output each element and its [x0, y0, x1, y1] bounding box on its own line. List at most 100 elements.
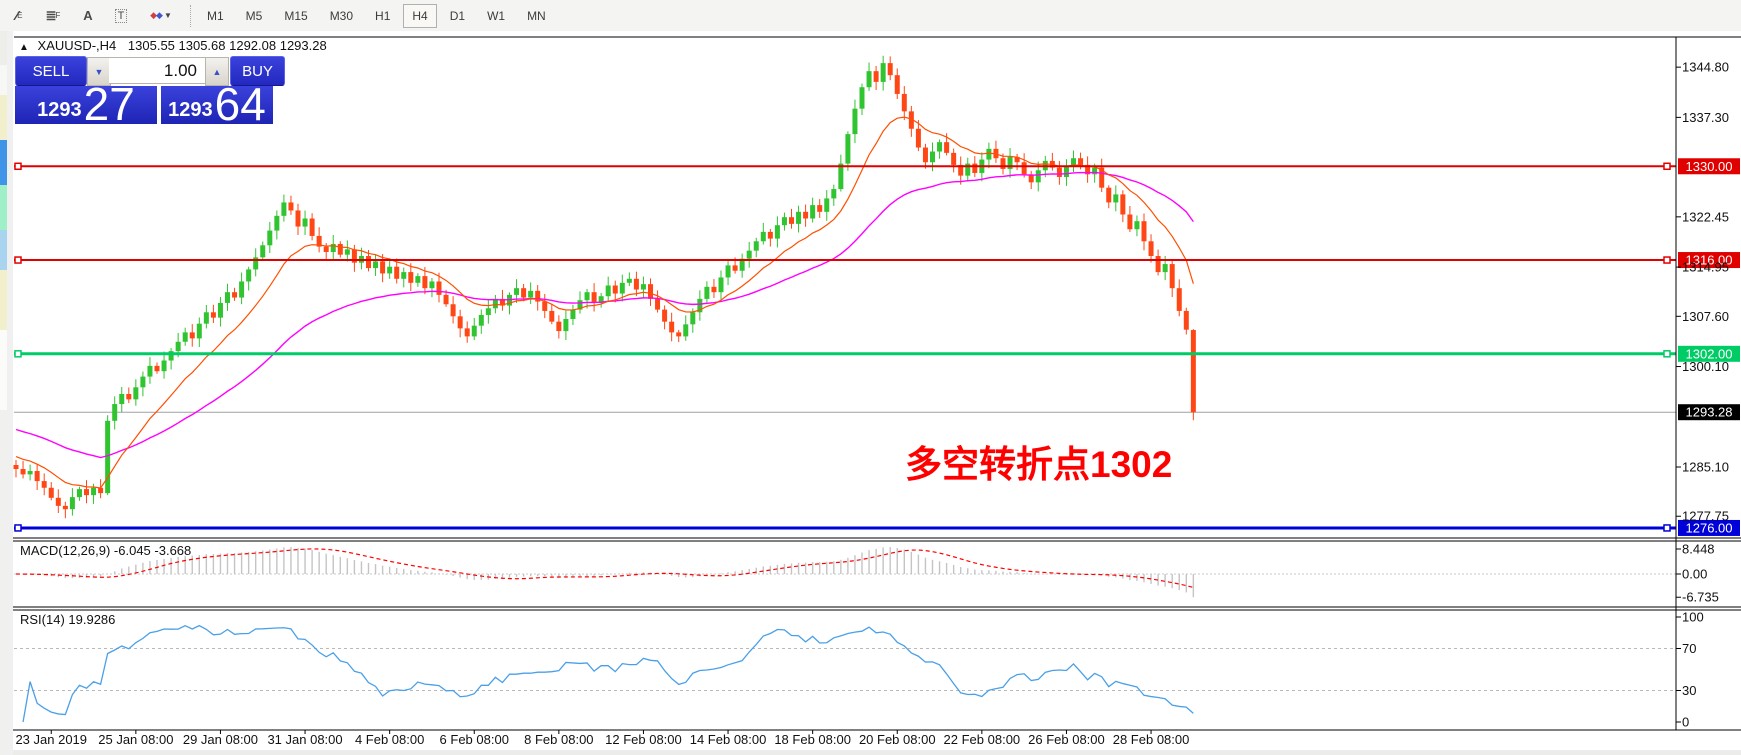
macd-indicator-label: MACD(12,26,9) -6.045 -3.668	[20, 543, 192, 558]
hline-price-label	[1678, 252, 1740, 269]
timeframe-m5[interactable]: M5	[245, 8, 263, 23]
rsi-tick-label: 30	[1682, 683, 1696, 698]
horizontal-line-1276.00[interactable]: 1276.00	[14, 519, 1740, 536]
spin-down-icon: ▼	[94, 66, 104, 77]
time-axis: 23 Jan 2019 25 Jan 08:00 29 Jan 08:00 31 Ja…	[15, 730, 1189, 747]
toolbar-separator	[190, 4, 192, 27]
toolbar: ⁄⁄⁄ E ≣ F A T ◆◆ ▼ M1 M5 M15 M30 H1 H4 D1 W1 MN	[0, 0, 1741, 32]
background-window-fragment	[0, 65, 7, 95]
price-tick-label: 1300.10	[1682, 359, 1729, 374]
chevron-down-icon: ▼	[163, 11, 172, 20]
time-tick-label: 31 Jan 08:00	[267, 732, 342, 747]
svg-text:1330.00: 1330.00	[1686, 159, 1733, 174]
line-handle[interactable]	[14, 256, 22, 264]
timeframe-m15[interactable]: M15	[284, 8, 308, 23]
time-tick-label: 4 Feb 08:00	[355, 732, 424, 747]
text-a-glyph: A	[83, 8, 93, 23]
time-tick-label: 26 Feb 08:00	[1028, 732, 1105, 747]
timeframe-m30[interactable]: M30	[329, 8, 354, 23]
buy-button[interactable]: BUY	[230, 56, 285, 86]
sell-button[interactable]: SELL	[15, 56, 87, 86]
chart-canvas[interactable]: 1330.00 1316.00 1302.00 1276.00 1344.80 1337.…	[13, 31, 1741, 755]
price-tick-label: 1277.75	[1682, 509, 1729, 524]
line-handle[interactable]	[14, 350, 22, 358]
timeframe-m1[interactable]: M1	[207, 8, 224, 23]
volume-decrease-button[interactable]: ▼	[87, 57, 111, 86]
time-tick-label: 22 Feb 08:00	[944, 732, 1021, 747]
line-handle[interactable]	[1663, 524, 1671, 532]
volume-increase-button[interactable]: ▲	[205, 57, 229, 86]
background-window-fragment	[0, 140, 7, 185]
time-tick-label: 8 Feb 08:00	[524, 732, 593, 747]
line-handle[interactable]	[14, 524, 22, 532]
line-handle[interactable]	[1663, 350, 1671, 358]
rsi-tick-label: 0	[1682, 715, 1689, 730]
time-tick-label: 18 Feb 08:00	[774, 732, 851, 747]
macd-tick-label: 0.00	[1682, 567, 1707, 582]
sell-price-pips: 27	[83, 86, 135, 124]
time-tick-label: 6 Feb 08:00	[440, 732, 509, 747]
timeframe-d1[interactable]: D1	[449, 8, 466, 23]
timeframe-mn[interactable]: MN	[527, 8, 546, 23]
candlestick-series	[13, 55, 1196, 519]
rsi-pane: 100 70 30 0	[14, 610, 1704, 730]
background-window-fragment	[0, 31, 7, 65]
rsi-line	[22, 624, 1194, 723]
ma-fast-line	[15, 116, 1194, 489]
background-window-fragment	[0, 185, 7, 230]
price-tick-label: 1344.80	[1682, 60, 1729, 75]
timeframe-h4[interactable]: H4	[403, 3, 437, 28]
fibonacci-glyph: ≣	[45, 7, 57, 23]
line-handle[interactable]	[1663, 162, 1671, 171]
time-tick-label: 28 Feb 08:00	[1113, 732, 1190, 747]
hline-price-label	[1678, 519, 1740, 536]
price-tick-label: 1307.60	[1682, 309, 1729, 324]
macd-signal-line	[15, 548, 1194, 589]
rsi-indicator-label: RSI(14) 19.9286	[20, 612, 116, 627]
one-click-trading-panel: SELL ▼ ▲ BUY 1293 27 1293 64	[14, 55, 286, 155]
symbol-name: XAUUSD-,H4	[37, 38, 117, 53]
arrows-tool-icon[interactable]: ◆◆ ▼	[140, 3, 182, 29]
macd-pane: 8.448 0.00 -6.735	[14, 541, 1719, 607]
macd-tick-label: -6.735	[1682, 590, 1719, 605]
volume-input[interactable]	[109, 57, 205, 84]
svg-text:1276.00: 1276.00	[1686, 520, 1733, 535]
symbol-marker-icon: ▲	[19, 42, 29, 53]
time-tick-label: 23 Jan 2019	[15, 732, 87, 747]
line-handle[interactable]	[1663, 256, 1671, 264]
chart-window: 1330.00 1316.00 1302.00 1276.00 1344.80 1337.…	[13, 31, 1741, 755]
equidistant-channel-icon[interactable]: ⁄⁄⁄ E	[15, 8, 23, 23]
arrows-glyph: ◆◆	[150, 10, 163, 20]
timeframe-h1[interactable]: H1	[375, 8, 391, 23]
macd-tick-label: 8.448	[1682, 542, 1715, 557]
price-tick-label: 1337.30	[1682, 110, 1729, 125]
svg-text:1302.00: 1302.00	[1686, 346, 1733, 361]
horizontal-line-1302.00[interactable]: 1302.00	[14, 345, 1740, 362]
timeframe-buttons: M1 M5 M15 M30 H1 H4 D1 W1 MN	[198, 3, 555, 28]
fibonacci-icon[interactable]: ≣ F	[45, 7, 61, 23]
channel-glyph: ⁄⁄⁄	[15, 8, 18, 23]
background-window-fragment	[0, 95, 7, 140]
price-axis: 1344.80 1337.30 1322.45 1314.95 1307.60 1300.…	[14, 36, 1741, 730]
horizontal-line-1330.00[interactable]: 1330.00	[14, 158, 1740, 175]
current-price-label	[1678, 404, 1740, 421]
sell-price-display[interactable]: 1293 27	[15, 86, 157, 124]
rsi-tick-label: 100	[1682, 610, 1704, 625]
buy-price-pips: 64	[214, 86, 266, 124]
buy-price-display[interactable]: 1293 64	[161, 86, 273, 124]
price-tick-label: 1285.10	[1682, 460, 1729, 475]
chart-title: ▲ XAUUSD-,H4 1305.55 1305.68 1292.08 129…	[19, 38, 327, 53]
background-window-fragment	[0, 270, 7, 330]
background-window-sliver	[0, 31, 14, 755]
background-window-fragment	[0, 230, 7, 270]
horizontal-line-1316.00[interactable]: 1316.00	[14, 252, 1740, 269]
line-handle[interactable]	[14, 162, 22, 171]
ohlc-values: 1305.55 1305.68 1292.08 1293.28	[127, 38, 327, 53]
text-box-icon[interactable]: T	[106, 3, 136, 29]
time-tick-label: 25 Jan 08:00	[98, 732, 173, 747]
time-tick-label: 20 Feb 08:00	[859, 732, 936, 747]
chart-annotation-text: 多空转折点1302	[905, 444, 1173, 485]
text-label-icon[interactable]: A	[72, 3, 102, 29]
timeframe-w1[interactable]: W1	[487, 8, 506, 23]
